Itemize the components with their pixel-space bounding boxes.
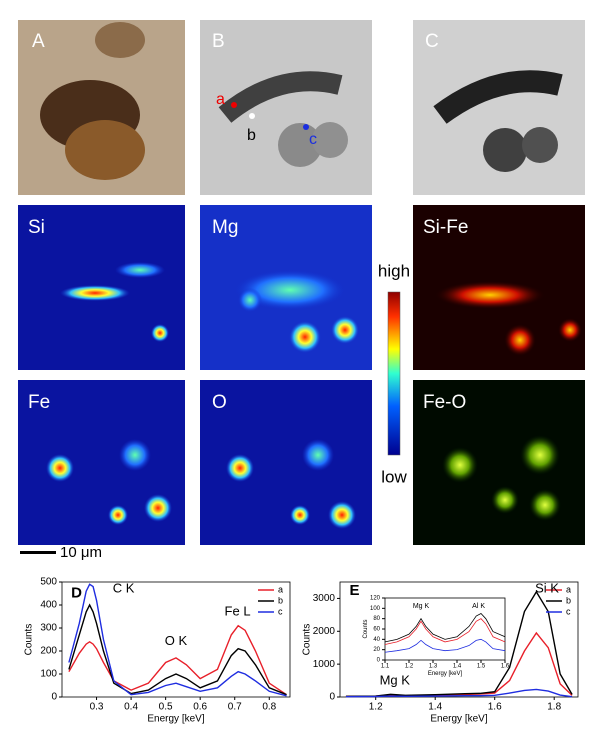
panel-label: A xyxy=(32,31,45,52)
spectrum-line xyxy=(68,624,287,696)
map-label: O xyxy=(212,392,227,413)
peak-label: O K xyxy=(165,633,188,648)
x-tick-label: 1.1 xyxy=(381,664,390,670)
scale-bar-label: 10 μm xyxy=(60,544,102,561)
y-tick-label: 120 xyxy=(370,596,381,602)
y-tick-label: 500 xyxy=(40,577,57,588)
x-tick-label: 1.6 xyxy=(488,702,502,713)
x-axis-label: Energy [keV] xyxy=(147,714,204,725)
spectrum-line xyxy=(384,618,506,645)
colorbar-label: low xyxy=(381,467,407,486)
spectrum-line xyxy=(68,583,287,697)
spectrum-line xyxy=(384,613,506,643)
y-tick-label: 3000 xyxy=(313,593,336,604)
y-tick-label: 0 xyxy=(51,692,57,703)
y-tick-label: 100 xyxy=(370,606,381,612)
legend-label: a xyxy=(278,584,283,594)
map-label: Fe xyxy=(28,392,50,413)
spectrum-line xyxy=(345,688,573,698)
x-tick-label: 0.5 xyxy=(159,702,173,713)
y-axis-label: Counts xyxy=(24,624,35,656)
x-axis-label: Energy [keV] xyxy=(430,714,487,725)
chart-label: E xyxy=(350,582,360,599)
x-tick-label: 0.7 xyxy=(228,702,242,713)
map-label: Si xyxy=(28,217,45,238)
y-tick-label: 0 xyxy=(377,658,381,664)
y-tick-label: 60 xyxy=(373,627,380,633)
peak-label: Fe L xyxy=(225,603,251,618)
legend-label: a xyxy=(566,584,571,594)
y-tick-label: 100 xyxy=(40,669,57,680)
peak-label: Si K xyxy=(535,580,559,595)
x-tick-label: 1.8 xyxy=(547,702,561,713)
spectrum-line xyxy=(345,590,573,698)
spot-label: b xyxy=(247,127,256,144)
y-tick-label: 20 xyxy=(373,647,380,653)
legend-label: c xyxy=(278,606,283,616)
x-tick-label: 1.6 xyxy=(501,664,510,670)
colorbar-label: high xyxy=(378,261,410,280)
x-axis-label: Energy [keV] xyxy=(428,671,463,677)
legend-label: b xyxy=(278,595,283,605)
peak-label: Al K xyxy=(472,603,485,610)
spot-label: a xyxy=(216,91,225,108)
peak-label: Mg K xyxy=(413,603,430,610)
x-tick-label: 1.2 xyxy=(369,702,383,713)
x-tick-label: 1.5 xyxy=(477,664,486,670)
spot-label: c xyxy=(309,131,317,148)
chart-label: D xyxy=(71,584,82,601)
map-label: Fe-O xyxy=(423,392,466,413)
y-tick-label: 1000 xyxy=(313,659,336,670)
y-tick-label: 80 xyxy=(373,616,380,622)
map-label: Si-Fe xyxy=(423,217,468,238)
x-tick-label: 0.8 xyxy=(262,702,276,713)
image-panels xyxy=(18,20,585,554)
x-tick-label: 0.4 xyxy=(124,702,138,713)
x-tick-label: 0.6 xyxy=(193,702,207,713)
y-tick-label: 300 xyxy=(40,623,57,634)
legend-label: b xyxy=(566,595,571,605)
peak-label: Mg K xyxy=(380,672,411,687)
y-axis-label: Counts xyxy=(363,619,369,638)
x-tick-label: 1.4 xyxy=(428,702,442,713)
panel-label: C xyxy=(425,31,439,52)
spectrum-line xyxy=(384,638,506,653)
y-tick-label: 200 xyxy=(40,646,57,657)
y-tick-label: 40 xyxy=(373,637,380,643)
y-tick-label: 2000 xyxy=(313,626,336,637)
y-tick-label: 400 xyxy=(40,600,57,611)
x-tick-label: 1.2 xyxy=(405,664,414,670)
x-tick-label: 1.4 xyxy=(453,664,462,670)
panel-label: B xyxy=(212,31,225,52)
legend-label: c xyxy=(566,606,571,616)
y-tick-label: 0 xyxy=(329,692,335,703)
x-tick-label: 1.3 xyxy=(429,664,438,670)
spectrum-line xyxy=(68,603,287,696)
x-tick-label: 0.3 xyxy=(90,702,104,713)
map-label: Mg xyxy=(212,217,238,238)
y-axis-label: Counts xyxy=(302,624,313,656)
peak-label: C K xyxy=(113,580,135,595)
